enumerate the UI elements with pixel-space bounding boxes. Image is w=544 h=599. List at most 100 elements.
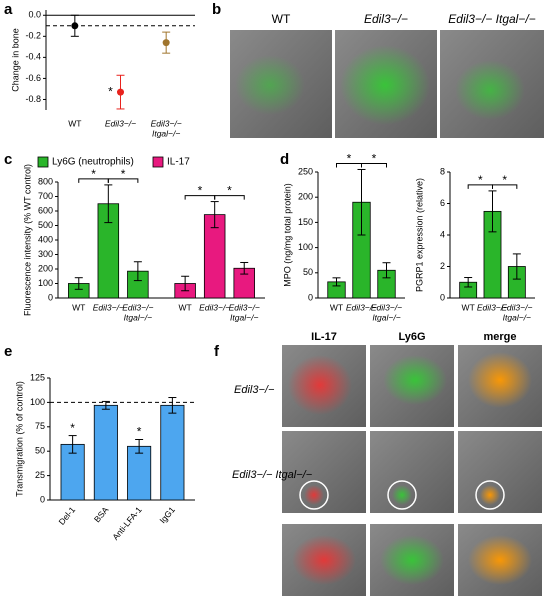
y-tick-label: 0.0: [28, 10, 41, 20]
y-tick-label: 125: [30, 372, 45, 382]
micrographs-f: [282, 345, 542, 596]
y-tick-label: 100: [298, 242, 313, 252]
x-tick-label: Edil3−/−: [477, 302, 508, 312]
x-tick-label: WT: [462, 302, 475, 312]
row-label: Edil3−/−: [234, 384, 275, 396]
x-tick-label: Edil3−/−: [501, 302, 532, 312]
significance-label: *: [121, 167, 126, 181]
x-tick-label: Edil3−/−: [105, 118, 136, 128]
y-axis-title: Change in bone: [10, 28, 20, 92]
y-tick-label: 0: [308, 292, 313, 302]
y-tick-label: -0.2: [25, 31, 41, 41]
panel-label: f: [214, 343, 220, 360]
y-tick-label: 4: [440, 229, 445, 239]
x-tick-label: Itgal−/−: [230, 312, 258, 322]
y-tick-label: 200: [298, 192, 313, 202]
y-tick-label: 50: [35, 446, 45, 456]
x-tick-label: Edil3−/−: [151, 118, 182, 128]
x-tick-label: Del-1: [56, 505, 77, 527]
x-tick-label: BSA: [92, 505, 111, 525]
legend-swatch: [152, 156, 164, 168]
y-axis-title: MPO (ng/mg total protein): [282, 183, 292, 287]
y-tick-label: 400: [38, 234, 53, 244]
x-tick-label: WT: [68, 118, 81, 128]
y-tick-label: -0.4: [25, 52, 41, 62]
significance-bracket: [492, 184, 518, 189]
annotation: *: [108, 84, 113, 98]
x-tick-label: Itgal−/−: [124, 312, 152, 322]
x-tick-label: Itgal−/−: [152, 128, 180, 138]
y-tick-label: -0.8: [25, 94, 41, 104]
significance-label: *: [502, 173, 507, 187]
annotation: *: [70, 421, 75, 435]
x-tick-label: Itgal−/−: [503, 312, 531, 322]
row-label: Edil3−/− Itgal−/−: [232, 469, 313, 481]
y-tick-label: 500: [38, 220, 53, 230]
column-label: IL-17: [311, 331, 337, 343]
y-tick-label: 0: [40, 494, 45, 504]
y-axis-title: PGRP1 expression (relative): [414, 178, 424, 292]
x-tick-label: IgG1: [157, 505, 177, 526]
significance-bracket: [214, 195, 245, 200]
legend-label: IL-17: [167, 157, 190, 168]
y-tick-label: 0: [440, 292, 445, 302]
y-tick-label: 50: [303, 267, 313, 277]
y-axis-title: Fluorescence intensity (% WT control): [22, 164, 32, 316]
annotation: *: [137, 425, 142, 439]
column-label: Edil3−/−: [364, 12, 408, 26]
y-axis-title: Transmigration (% of control): [14, 381, 24, 497]
significance-label: *: [347, 152, 352, 166]
legend-swatch: [37, 156, 49, 168]
x-tick-label: WT: [179, 302, 192, 312]
y-tick-label: 800: [38, 176, 53, 186]
significance-label: *: [227, 184, 232, 198]
column-label: Edil3−/− Itgal−/−: [448, 12, 535, 26]
x-tick-label: Edil3−/−: [229, 302, 260, 312]
x-tick-label: Edil3−/−: [371, 302, 402, 312]
y-tick-label: 100: [38, 278, 53, 288]
y-tick-label: 300: [38, 249, 53, 259]
significance-label: *: [198, 184, 203, 198]
y-tick-label: 0: [48, 292, 53, 302]
y-tick-label: 8: [440, 166, 445, 176]
legend-label: Ly6G (neutrophils): [52, 157, 134, 168]
x-tick-label: Itgal−/−: [372, 312, 400, 322]
bar: [127, 445, 152, 501]
y-tick-label: -0.6: [25, 73, 41, 83]
y-tick-label: 700: [38, 191, 53, 201]
significance-label: *: [91, 167, 96, 181]
panel-label: a: [4, 1, 13, 18]
y-tick-label: 250: [298, 166, 313, 176]
x-tick-label: Anti-LFA-1: [110, 505, 144, 542]
column-label: Ly6G: [398, 331, 425, 343]
y-tick-label: 150: [298, 217, 313, 227]
x-tick-label: Edil3−/−: [93, 302, 124, 312]
y-tick-label: 200: [38, 263, 53, 273]
panel-label: d: [280, 151, 289, 168]
x-tick-label: Edil3−/−: [346, 302, 377, 312]
significance-bracket: [361, 162, 387, 168]
panel-label: b: [212, 1, 221, 18]
significance-label: *: [478, 173, 483, 187]
y-tick-label: 100: [30, 397, 45, 407]
column-label: WT: [272, 12, 291, 26]
x-tick-label: WT: [72, 302, 85, 312]
bar: [93, 404, 118, 501]
y-tick-label: 600: [38, 205, 53, 215]
x-tick-label: Edil3−/−: [199, 302, 230, 312]
panel-label: c: [4, 151, 12, 168]
significance-bracket: [107, 178, 139, 183]
y-tick-label: 25: [35, 470, 45, 480]
y-tick-label: 6: [440, 198, 445, 208]
bar: [160, 404, 185, 501]
panel-label: e: [4, 343, 12, 360]
y-tick-label: 2: [440, 261, 445, 271]
micrographs-b: [230, 30, 544, 138]
x-tick-label: WT: [330, 302, 343, 312]
y-tick-label: 75: [35, 421, 45, 431]
column-label: merge: [483, 331, 516, 343]
x-tick-label: Edil3−/−: [122, 302, 153, 312]
significance-label: *: [372, 152, 377, 166]
